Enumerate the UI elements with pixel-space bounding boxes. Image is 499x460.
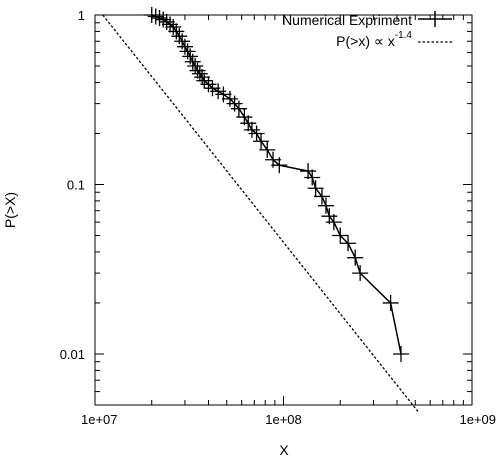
data-point — [271, 157, 288, 174]
data-point — [230, 100, 247, 117]
x-tick-label: 1e+07 — [81, 412, 118, 427]
data-point — [187, 58, 204, 75]
data-point — [382, 294, 399, 311]
legend-label-powerlaw: P(>x) ∝ x-1.4 — [336, 30, 412, 49]
data-point — [304, 169, 321, 186]
data-point — [162, 16, 179, 33]
data-point — [196, 72, 213, 89]
data-point — [317, 197, 334, 214]
data-point — [155, 11, 172, 28]
legend-powerlaw-base: P(>x) ∝ x — [336, 33, 395, 49]
data-point — [340, 235, 357, 252]
data-point — [189, 62, 206, 79]
ticks: 1e+07 1e+08 1e+09 1 0.1 0.01 — [60, 8, 496, 427]
y-tick-label: 0.1 — [67, 177, 85, 192]
x-tick-label: 1e+08 — [265, 412, 302, 427]
data-point — [200, 76, 217, 93]
axes — [94, 14, 473, 406]
data-point — [176, 38, 193, 55]
data-point — [300, 163, 317, 180]
data-point — [236, 109, 253, 126]
data-point — [147, 8, 164, 25]
data-point — [165, 18, 182, 35]
y-axis-label: P(>X) — [2, 192, 18, 228]
data-point — [325, 214, 342, 231]
data-point — [332, 227, 349, 244]
data-point — [248, 125, 265, 142]
data-point — [259, 141, 276, 158]
data-point — [240, 115, 257, 132]
data-point — [143, 7, 160, 23]
legend: Numerical Expriment P(>x) ∝ x-1.4 — [282, 11, 452, 49]
data-point — [313, 188, 330, 205]
data-point — [151, 10, 168, 27]
data-point — [392, 345, 409, 362]
data-point — [352, 265, 369, 282]
series-powerlaw-line — [102, 14, 419, 413]
data-point — [243, 121, 260, 138]
y-tick-label: 1 — [78, 8, 85, 23]
legend-powerlaw-exponent: -1.4 — [395, 30, 413, 41]
data-point — [215, 86, 232, 103]
data-point — [347, 249, 364, 266]
data-point — [307, 180, 324, 197]
data-point — [184, 53, 201, 70]
plot-frame — [94, 14, 473, 406]
x-axis-label: X — [279, 442, 289, 458]
data-point — [194, 69, 211, 86]
legend-label-numerical: Numerical Expriment — [282, 12, 412, 28]
x-tick-label: 1e+09 — [459, 412, 496, 427]
data-point — [191, 65, 208, 82]
y-tick-label: 0.01 — [60, 347, 85, 362]
data-point — [253, 133, 270, 150]
series-area — [102, 7, 419, 413]
